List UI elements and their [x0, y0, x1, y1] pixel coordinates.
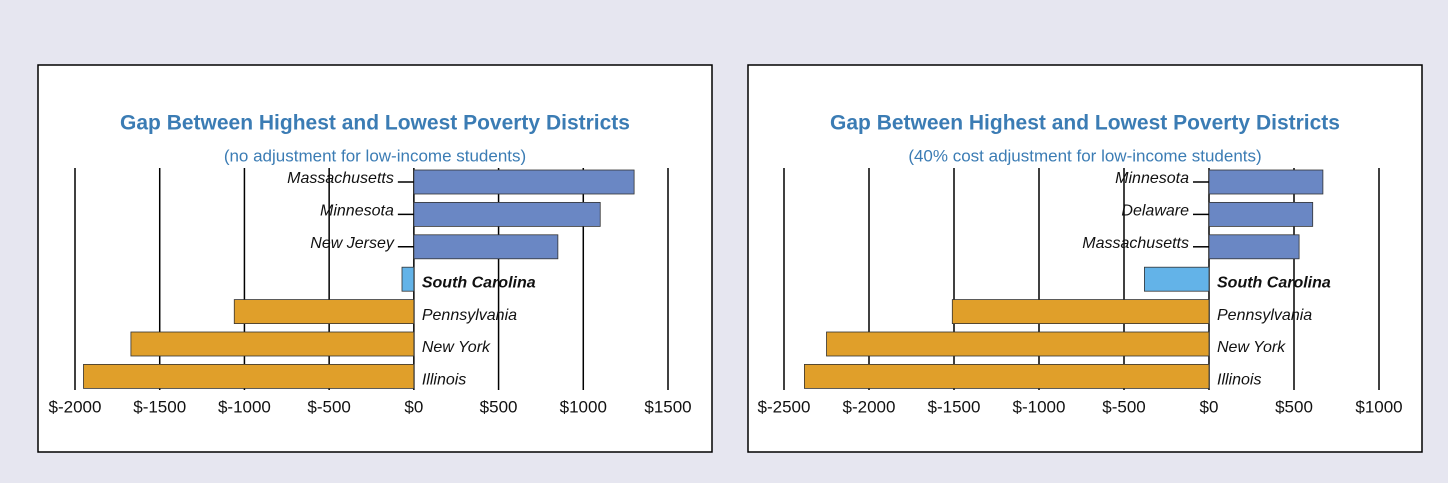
chart-title: Gap Between Highest and Lowest Poverty D… [120, 112, 630, 135]
x-tick-label: $-2500 [758, 397, 811, 416]
bar [130, 331, 415, 357]
x-tick-label: $-2000 [49, 397, 102, 416]
category-label: Minnesota [1115, 170, 1189, 187]
category-label: Pennsylvania [422, 307, 517, 324]
bar [83, 363, 415, 389]
x-tick-label: $1000 [560, 397, 607, 416]
bar [826, 331, 1210, 357]
x-tick-label: $-1500 [133, 397, 186, 416]
category-label: South Carolina [422, 274, 536, 291]
chart-subtitle: (40% cost adjustment for low-income stud… [908, 146, 1261, 165]
x-tick-label: $500 [480, 397, 518, 416]
bar [413, 201, 601, 227]
x-tick-label: $-2000 [843, 397, 896, 416]
category-label: Illinois [422, 372, 466, 389]
bar [1144, 266, 1210, 292]
category-label: Illinois [1217, 372, 1261, 389]
bar [804, 363, 1210, 389]
category-label: Minnesota [320, 203, 394, 220]
x-tick-label: $-1500 [928, 397, 981, 416]
category-label: Massachusetts [1082, 235, 1189, 252]
x-tick-label: $-500 [307, 397, 350, 416]
category-label: Massachusetts [287, 170, 394, 187]
x-tick-label: $0 [1200, 397, 1219, 416]
bar [413, 234, 559, 260]
bar [233, 299, 415, 325]
category-label: New York [1217, 339, 1286, 356]
bar [951, 299, 1210, 325]
chart-subtitle: (no adjustment for low-income students) [224, 146, 526, 165]
chart-title: Gap Between Highest and Lowest Poverty D… [830, 112, 1340, 135]
x-tick-label: $1500 [644, 397, 691, 416]
bar [401, 266, 415, 292]
category-label: Delaware [1121, 203, 1189, 220]
x-tick-label: $-1000 [218, 397, 271, 416]
x-tick-label: $-1000 [1013, 397, 1066, 416]
x-tick-label: $0 [404, 397, 423, 416]
bar [1208, 169, 1324, 195]
bar [1208, 201, 1314, 227]
category-label: New Jersey [310, 235, 395, 252]
category-label: New York [422, 339, 491, 356]
x-tick-label: $-500 [1102, 397, 1145, 416]
x-tick-label: $1000 [1355, 397, 1402, 416]
bar [413, 169, 635, 195]
category-label: South Carolina [1217, 274, 1331, 291]
category-label: Pennsylvania [1217, 307, 1312, 324]
x-tick-label: $500 [1275, 397, 1313, 416]
bar [1208, 234, 1300, 260]
